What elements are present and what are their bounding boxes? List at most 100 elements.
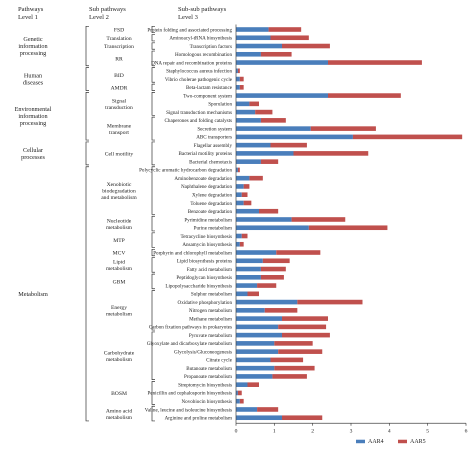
category-label-pyrimidine-metabolism: Pyrimidine metabolism xyxy=(184,217,232,223)
bar-aar4-oxidative-phosphorylation xyxy=(236,299,298,305)
bar-series xyxy=(236,27,463,421)
category-label-homologous-recombination: Homologous recombination xyxy=(175,52,232,58)
level2-label-amdr-0: AMDR xyxy=(111,85,128,91)
level1-group-labels: GeneticinformationprocessingHumandisease… xyxy=(15,25,89,422)
x-tick-label-0: 0 xyxy=(235,429,238,435)
level2-group-labels: FSD Translation Transcription RR BID AMDR Sign… xyxy=(101,25,155,422)
category-label-carbon-fixation-pathways-in-prokaryotes: Carbon fixation pathways in prokaryotes xyxy=(149,324,232,331)
bar-aar4-abc-transporters xyxy=(236,134,353,140)
bar-aar4-peptidoglycan-biosynthesis xyxy=(236,275,261,280)
level2-label-xenobiotic-biodegradation-and-metabolism-0: Xenobiotic xyxy=(107,182,132,188)
bar-aar5-glyoxylate-and-dicarboxylate-metabolism xyxy=(274,341,313,346)
level2-bracket-mtp xyxy=(151,232,155,248)
level2-bracket-carbohydrate-metabolism xyxy=(151,331,155,380)
bar-aar4-streptomycin-biosynthesis xyxy=(236,382,248,387)
category-label-aminobenzoate-degradation: Aminobenzoate degradation xyxy=(174,176,232,182)
bar-aar4-naphthalene-degradation xyxy=(236,184,244,189)
category-label-glycolysis-gluconeogenesis: Glycolysis/Gluconeogenesis xyxy=(174,349,232,355)
level2-label-fsd-0: FSD xyxy=(114,28,124,34)
level2-bracket-fsd xyxy=(151,25,155,34)
bar-aar4-signal-transduction-mechanisms xyxy=(236,109,256,115)
bar-aar4-porphyrin-and-chlorophyll-metabolism xyxy=(236,250,277,255)
bar-aar5-lipopolysaccharide-biosynthesis xyxy=(257,283,277,288)
category-label-dna-repair-and-recombination-proteins: DNA repair and recombination proteins xyxy=(151,60,232,66)
bar-aar5-homologous-recombination xyxy=(260,51,292,57)
level2-label-bosm-0: BOSM xyxy=(111,391,127,397)
bar-aar5-fatty-acid-metabolism xyxy=(260,266,286,272)
bar-aar4-aminoacyl-trna-biosynthesis xyxy=(236,35,271,41)
bar-aar4-sporulation xyxy=(236,101,250,107)
level2-bracket-energy-metabolism xyxy=(151,290,155,331)
category-label-valine-leucine-and-isoleucine-biosynthesis: Valine, leucine and isoleucine biosynthe… xyxy=(145,407,232,413)
level2-bracket-bosm xyxy=(151,381,155,405)
category-label-tetracycline-biosynthesis: Tetracycline biosynthesis xyxy=(180,234,232,240)
bar-aar5-dna-repair-and-recombination-proteins xyxy=(328,60,422,65)
bar-aar5-xylene-degradation xyxy=(241,192,248,197)
bar-aar4-nitrogen-metabolism xyxy=(236,308,265,313)
bar-aar5-porphyrin-and-chlorophyll-metabolism xyxy=(276,250,321,255)
bar-aar5-streptomycin-biosynthesis xyxy=(247,382,259,387)
category-label-peptidoglycan-biosynthesis: Peptidoglycan biosynthesis xyxy=(176,275,232,281)
column-headers: Pathways Level 1 Sub pathways Level 2 Su… xyxy=(18,6,227,21)
bar-aar4-lipid-biosynthesis-proteins xyxy=(236,258,263,264)
bar-aar4-tetracycline-biosynthesis xyxy=(236,233,242,239)
category-label-fatty-acid-metabolism: Fatty acid metabolism xyxy=(187,267,232,273)
category-label-ansamycin-biosynthesis: Ansamycin biosynthesis xyxy=(182,242,232,248)
category-label-signal-transduction-mechanisms: Signal transduction mechanisms xyxy=(166,110,232,116)
bar-aar4-dna-repair-and-recombination-proteins xyxy=(236,60,328,65)
bar-aar4-chaperones-and-folding-catalysts xyxy=(236,118,261,123)
bar-aar4-secretion-system xyxy=(236,126,311,131)
bar-aar4-benzoate-degradation xyxy=(236,208,259,214)
category-label-glyoxylate-and-dicarboxylate-metabolism: Glyoxylate and dicarboxylate metabolism xyxy=(147,341,232,347)
level2-label-mcv-0: MCV xyxy=(113,251,126,257)
bar-aar4-bacterial-chemotaxis xyxy=(236,159,261,164)
bar-aar4-bacterial-motility-proteins xyxy=(236,151,294,156)
level2-label-bid-0: BID xyxy=(114,73,124,79)
legend-label-aar4: AAR4 xyxy=(368,439,384,445)
legend-swatch-aar4 xyxy=(356,439,365,444)
bar-aar5-vibrio-cholerae-pathogenic-cycle xyxy=(239,76,244,82)
level1-bracket-environmental-information-processing xyxy=(85,92,89,141)
bar-aar5-ansamycin-biosynthesis xyxy=(239,241,244,247)
bar-aar5-glycolysis-gluconeogenesis xyxy=(278,349,323,354)
category-label-benzoate-degradation: Benzoate degradation xyxy=(188,209,233,215)
level1-label-genetic-information-processing-0: Genetic xyxy=(23,36,42,43)
bar-aar5-toluene-degradation xyxy=(243,200,252,206)
category-label-methane-metabolism: Methane metabolism xyxy=(189,316,232,322)
category-labels: Protein folding and associated processin… xyxy=(139,26,233,421)
category-label-pyruvate-metabolism: Pyruvate metabolism xyxy=(189,333,232,339)
bar-aar4-penicillin-and-cephalosporin-biosynthesis xyxy=(236,390,238,396)
bar-aar5-aminoacyl-trna-biosynthesis xyxy=(270,35,309,41)
bar-aar4-vibrio-cholerae-pathogenic-cycle xyxy=(236,76,240,82)
legend-label-aar5: AAR5 xyxy=(410,439,426,445)
bar-aar5-sulphur-metabolism xyxy=(247,291,259,297)
bar-aar4-homologous-recombination xyxy=(236,51,261,57)
level1-label-human-diseases-0: Human xyxy=(24,73,42,80)
bar-aar5-flagellar-assembly xyxy=(270,142,307,148)
level2-label-transcription-0: Transcription xyxy=(104,44,134,50)
legend: AAR4 AAR5 xyxy=(356,439,426,445)
level2-label-nucleotide-metabolism-0: Nucleotide xyxy=(107,218,132,224)
bar-aar5-carbon-fixation-pathways-in-prokaryotes xyxy=(278,324,327,330)
category-label-protein-folding-and-associated-processing: Protein folding and associated processin… xyxy=(147,26,232,33)
bar-aar4-propanoate-metabolism xyxy=(236,374,273,379)
level1-label-genetic-information-processing-1: information xyxy=(18,43,47,50)
category-label-nitrogen-metabolism: Nitrogen metabolism xyxy=(189,308,232,314)
category-label-lipopolysaccharide-biosynthesis: Lipopolysaccharide biosynthesis xyxy=(165,283,232,289)
bar-aar4-arginine-and-proline-metabolism xyxy=(236,415,282,421)
level1-header-line1: Pathways xyxy=(18,6,44,13)
category-label-vibrio-cholerae-pathogenic-cycle: Vibrio cholerae pathogenic cycle xyxy=(165,77,233,83)
level2-bracket-rr xyxy=(151,50,155,67)
bar-aar4-beta-lactam-resistance xyxy=(236,85,240,90)
level2-bracket-lipid-metabolism xyxy=(151,257,155,273)
x-tick-label-4: 4 xyxy=(388,429,391,435)
bar-aar5-sporulation xyxy=(249,101,259,107)
bar-aar4-citrate-cycle xyxy=(236,357,271,363)
bar-aar5-purine-metabolism xyxy=(308,225,388,231)
x-tick-label-5: 5 xyxy=(426,429,429,435)
x-tick-label-2: 2 xyxy=(311,429,314,435)
bar-aar4-methane-metabolism xyxy=(236,316,282,321)
level1-bracket-human-diseases xyxy=(85,67,89,91)
bar-aar4-glycolysis-gluconeogenesis xyxy=(236,349,279,354)
bar-aar5-propanoate-metabolism xyxy=(272,374,307,379)
